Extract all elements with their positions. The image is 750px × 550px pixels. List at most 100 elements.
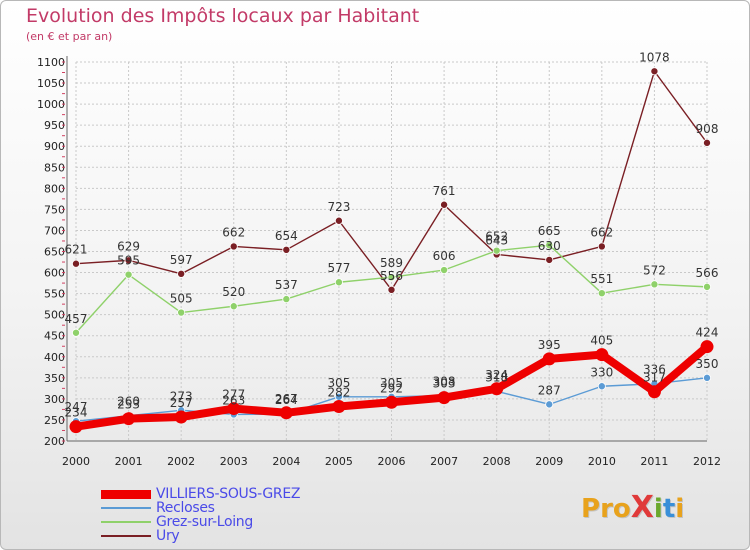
y-tick-label: 750 [44,203,65,216]
legend-label: Ury [156,528,180,544]
data-label: 260 [117,395,140,409]
data-label: 457 [65,312,88,326]
data-point [282,245,291,254]
data-label: 336 [643,363,666,377]
data-label: 761 [433,184,456,198]
chart-title: Evolution des Impôts locaux par Habitant [26,5,420,27]
data-label: 566 [696,266,719,280]
y-tick-label: 850 [44,161,65,174]
data-point [72,259,81,268]
data-label: 505 [170,292,193,306]
y-tick-label: 950 [44,119,65,132]
y-tick-label: 1000 [37,98,65,111]
data-point [387,285,396,294]
data-point [440,200,449,209]
data-point [334,278,343,287]
data-label: 263 [222,393,245,407]
data-label: 257 [170,396,193,410]
data-label: 629 [117,239,140,253]
data-point [545,255,554,264]
y-tick-label: 400 [44,351,65,364]
data-label: 908 [696,122,719,136]
y-tick-label: 450 [44,330,65,343]
data-label: 665 [538,224,561,238]
y-tick-label: 250 [44,414,65,427]
data-label: 630 [538,239,561,253]
data-point [229,242,238,251]
x-tick-label: 2002 [167,455,195,468]
data-label: 1078 [639,50,670,64]
data-point [545,241,554,250]
data-label: 234 [65,406,88,420]
y-tick-label: 200 [44,435,65,448]
data-point [332,399,346,413]
data-point [700,340,714,354]
data-label: 267 [275,392,298,406]
x-tick-label: 2009 [535,455,563,468]
data-label: 305 [327,376,350,390]
x-tick-label: 2007 [430,455,458,468]
data-point [597,242,606,251]
y-tick-label: 1100 [37,56,65,69]
data-label: 662 [590,225,613,239]
data-label: 395 [538,338,561,352]
data-point [490,382,504,396]
data-point [492,246,501,255]
data-label: 324 [485,368,508,382]
data-point [177,308,186,317]
data-label: 308 [433,375,456,389]
data-label: 282 [327,385,350,399]
data-point [124,270,133,279]
data-point [595,348,609,362]
data-label: 292 [380,381,403,395]
data-point [72,328,81,337]
data-point [385,395,398,409]
data-label: 577 [327,261,350,275]
data-point [334,216,343,225]
data-label: 317 [643,371,666,385]
data-label: 247 [65,400,88,414]
y-tick-label: 900 [44,140,65,153]
y-tick-label: 650 [44,246,65,259]
data-point [597,289,606,298]
data-label: 621 [65,243,88,257]
data-label: 597 [170,253,193,267]
data-label: 273 [170,389,193,403]
data-label: 424 [696,326,719,340]
x-tick-label: 2001 [115,455,143,468]
data-label: 572 [643,263,666,277]
data-label: 287 [538,383,561,397]
legend-swatch [101,535,151,537]
x-tick-label: 2012 [693,455,721,468]
data-label: 350 [696,357,719,371]
x-tick-label: 2006 [378,455,406,468]
data-label: 723 [327,200,350,214]
legend-swatch [101,489,151,499]
x-tick-label: 2005 [325,455,353,468]
data-point [597,382,606,391]
x-tick-label: 2008 [483,455,511,468]
data-label: 654 [275,229,298,243]
data-point [703,138,712,147]
data-label: 606 [433,249,456,263]
data-label: 405 [590,334,613,348]
data-label: 662 [222,225,245,239]
data-point [387,273,396,282]
data-point [440,266,449,275]
data-point [122,412,136,426]
y-tick-label: 500 [44,309,65,322]
data-point [227,402,241,416]
data-point [174,410,188,424]
data-point [124,256,133,265]
data-point [282,295,291,304]
data-point [542,352,556,366]
data-label: 652 [485,230,508,244]
data-label: 253 [117,398,140,412]
data-point [647,385,661,399]
x-tick-label: 2003 [220,455,248,468]
legend-label: VILLIERS-SOUS-GREZ [156,486,301,502]
legend-label: Grez-sur-Loing [156,514,253,530]
x-tick-label: 2011 [640,455,668,468]
data-label: 589 [380,256,403,270]
chart-subtitle: (en € et par an) [26,30,113,43]
